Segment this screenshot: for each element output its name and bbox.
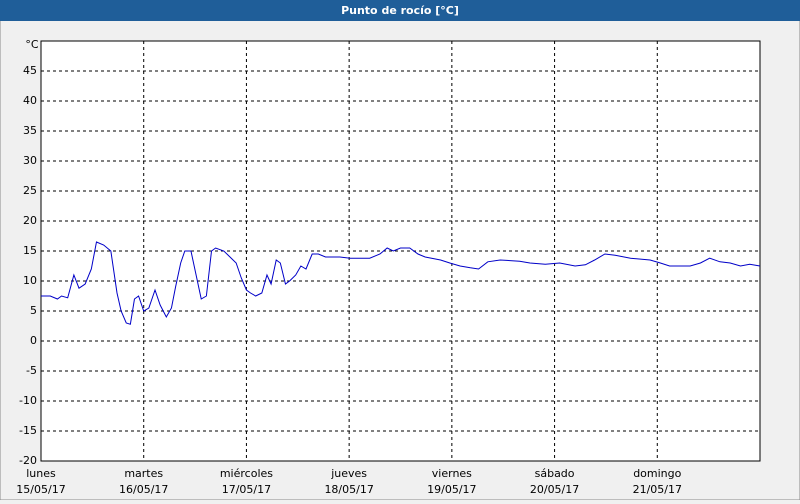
y-tick-label: -20 [19,454,37,467]
x-tick-date: 17/05/17 [222,483,271,496]
y-tick-label: -10 [19,394,37,407]
y-tick-label: -15 [19,424,37,437]
chart-title: Punto de rocío [°C] [341,4,459,17]
x-tick-label: miércoles [220,467,273,480]
x-tick-date: 20/05/17 [530,483,579,496]
y-tick-label: 25 [23,184,37,197]
y-tick-label: 5 [30,304,37,317]
x-tick-label: domingo [633,467,681,480]
y-tick-label: 20 [23,214,37,227]
x-tick-date: 21/05/17 [633,483,682,496]
y-tick-label: 35 [23,124,37,137]
x-tick-date: 16/05/17 [119,483,168,496]
y-tick-label: 30 [23,154,37,167]
y-tick-label: 15 [23,244,37,257]
y-unit: °C [25,38,39,51]
x-tick-label: lunes [26,467,56,480]
x-tick-date: 15/05/17 [16,483,65,496]
x-tick-date: 19/05/17 [427,483,476,496]
y-tick-label: 10 [23,274,37,287]
x-tick-label: sábado [535,467,575,480]
x-tick-date: 18/05/17 [324,483,373,496]
y-tick-label: 45 [23,64,37,77]
line-series [41,241,761,325]
y-tick-label: -5 [26,364,37,377]
x-tick-label: viernes [432,467,472,480]
y-tick-label: 0 [30,334,37,347]
x-tick-label: jueves [330,467,367,480]
y-tick-label: 40 [23,94,37,107]
x-tick-label: martes [124,467,163,480]
plot-area [40,40,761,462]
title-bar [0,0,800,21]
